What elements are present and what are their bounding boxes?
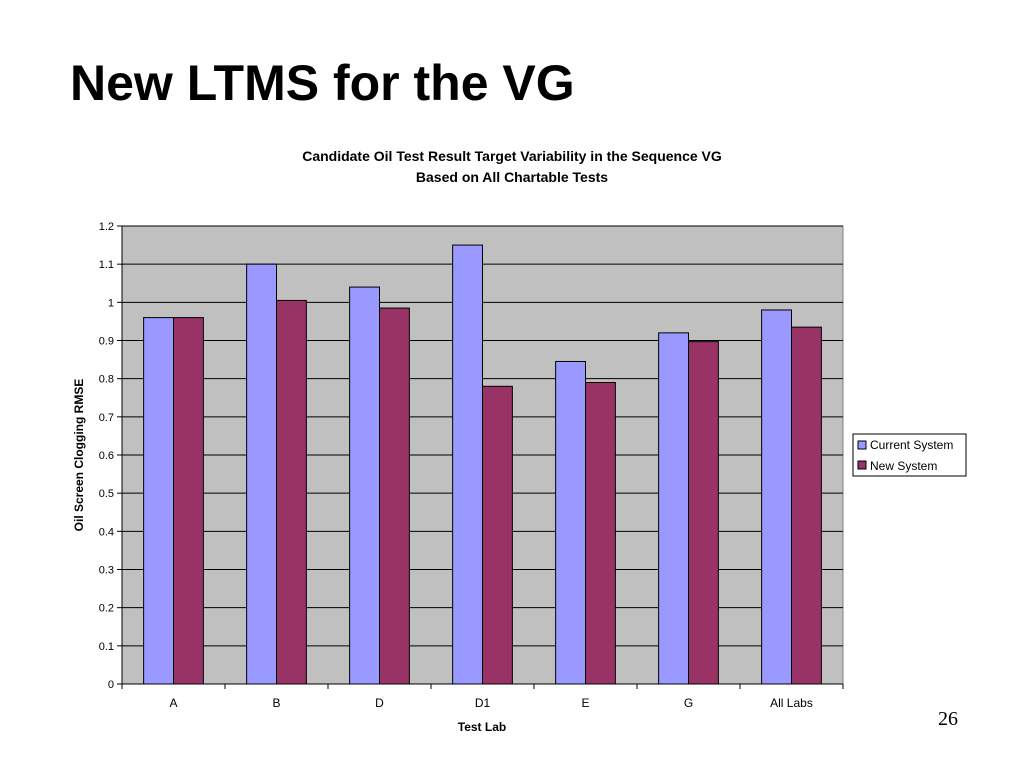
bar-new-system <box>688 341 719 685</box>
bar-new-system <box>276 299 307 685</box>
x-tick-label: G <box>684 696 693 710</box>
y-tick-label: 0.5 <box>99 488 114 500</box>
bar-current-system <box>658 332 690 685</box>
bar-current-system <box>349 286 381 685</box>
legend-box <box>852 433 967 477</box>
x-tick-label: A <box>169 696 177 710</box>
y-tick-label: 0.3 <box>99 565 114 577</box>
y-axis-label: Oil Screen Clogging RMSE <box>72 379 86 532</box>
chart-subtitle: Based on All Chartable Tests <box>416 169 608 185</box>
x-tick-label: D1 <box>475 696 491 710</box>
legend-label-current: Current System <box>870 438 953 452</box>
bar-new-system <box>482 385 513 685</box>
y-tick-label: 1.1 <box>99 259 114 271</box>
x-tick-label: D <box>375 696 384 710</box>
bar-new-system <box>791 326 822 685</box>
bar-current-system <box>555 360 587 685</box>
bar-current-system <box>143 317 175 685</box>
x-tick-label: All Labs <box>770 696 813 710</box>
page-number: 26 <box>938 708 958 730</box>
y-tick-label: 0.8 <box>99 374 114 386</box>
y-tick-label: 0.6 <box>99 450 114 462</box>
slide-title: New LTMS for the VG <box>70 55 575 111</box>
y-tick-label: 0.2 <box>99 603 114 615</box>
y-tick-label: 0 <box>108 679 114 691</box>
x-tick-label: E <box>581 696 589 710</box>
bar-new-system <box>379 307 410 685</box>
bars <box>143 244 822 685</box>
y-tick-label: 1.2 <box>99 221 114 233</box>
bar-current-system <box>246 263 278 685</box>
y-tick-label: 0.9 <box>99 336 114 348</box>
x-axis: A B D D1 E G All Labs <box>121 683 844 710</box>
chart-title: Candidate Oil Test Result Target Variabi… <box>302 148 722 164</box>
y-tick-label: 0.7 <box>99 412 114 424</box>
y-tick-label: 0.4 <box>99 526 114 538</box>
legend-swatch-new <box>857 460 867 470</box>
bar-new-system <box>173 317 204 685</box>
y-tick-label: 1 <box>108 297 114 309</box>
bar-current-system <box>761 309 793 685</box>
x-tick-label: B <box>272 696 280 710</box>
legend-label-new: New System <box>870 459 937 473</box>
y-tick-label: 0.1 <box>99 641 114 653</box>
legend-swatch-current <box>857 440 867 450</box>
legend: Current System New System <box>852 433 967 477</box>
y-axis: 0 0.1 0.2 0.3 0.4 0.5 0.6 0.7 0.8 0.9 1 1.1 1.2 <box>99 221 123 691</box>
x-axis-label: Test Lab <box>458 720 506 734</box>
bar-new-system <box>585 381 616 685</box>
bar-current-system <box>452 244 484 685</box>
